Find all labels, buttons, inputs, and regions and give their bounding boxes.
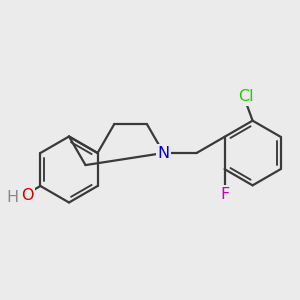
Text: Cl: Cl [238,89,254,104]
Text: O: O [21,188,33,203]
Text: H: H [6,190,18,205]
Text: N: N [158,146,169,160]
Text: F: F [220,187,229,202]
